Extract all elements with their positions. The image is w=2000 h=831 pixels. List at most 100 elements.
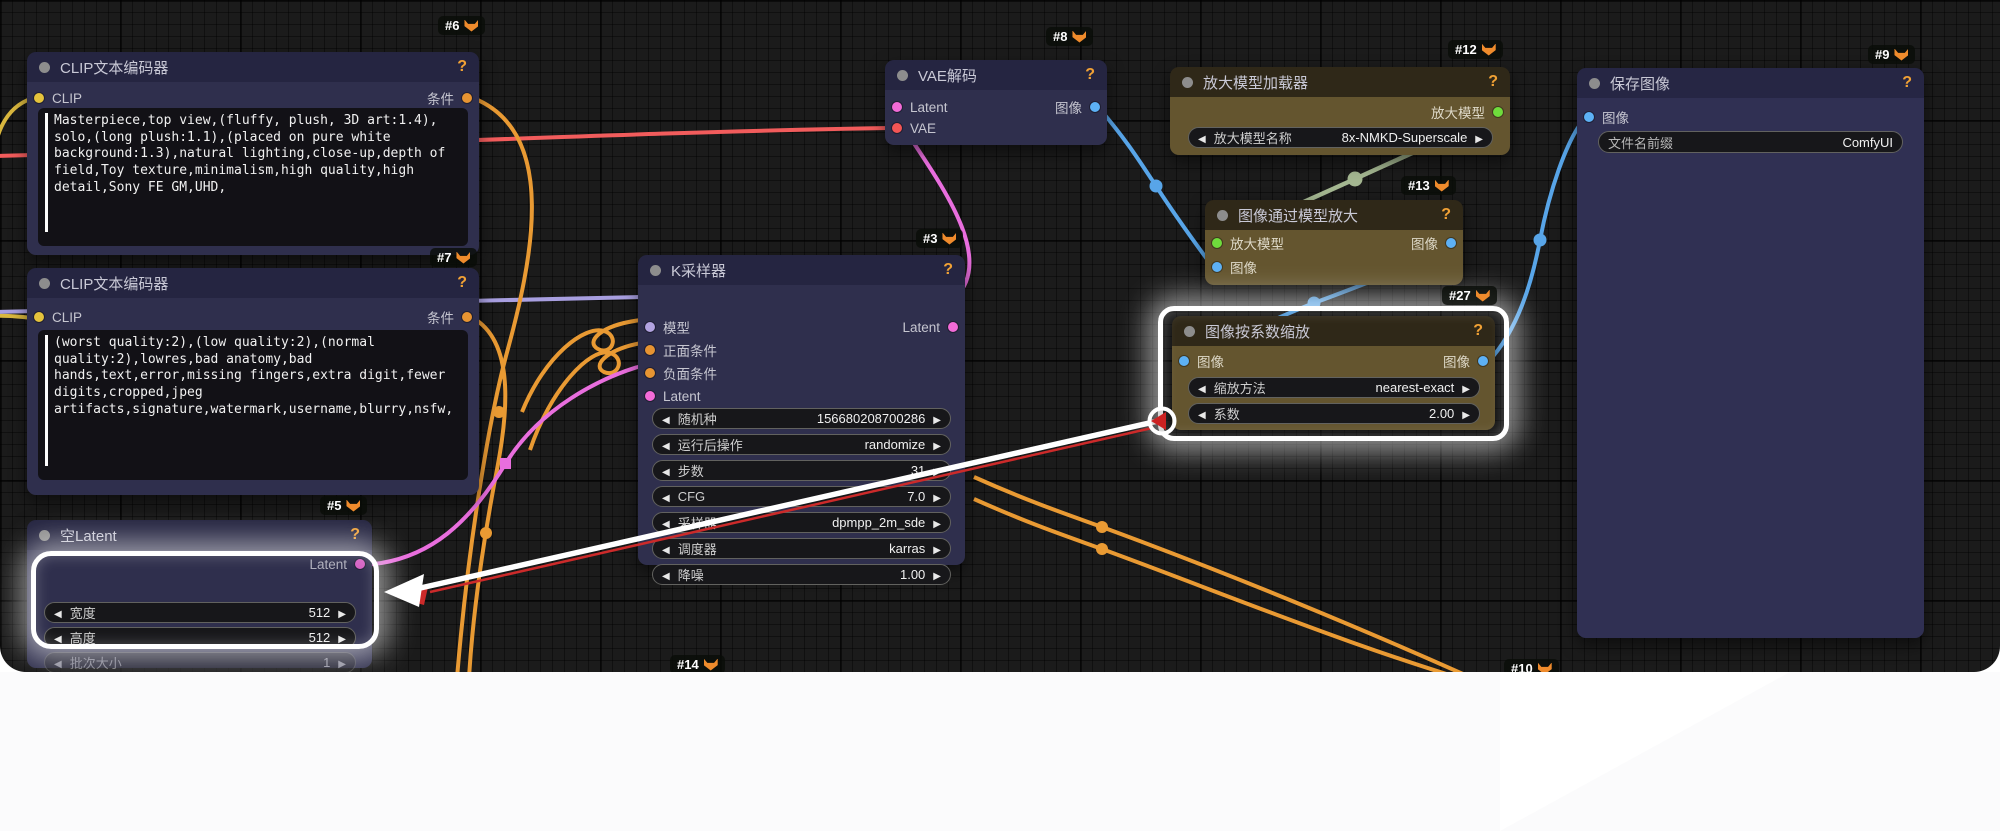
step-right-icon[interactable] bbox=[933, 567, 941, 582]
port-dot-icon[interactable] bbox=[1584, 112, 1594, 122]
port-dot-icon[interactable] bbox=[645, 368, 655, 378]
step-left-icon[interactable] bbox=[662, 437, 670, 452]
help-icon[interactable]: ? bbox=[350, 526, 360, 543]
step-right-icon[interactable] bbox=[1475, 130, 1483, 145]
collapse-dot-icon[interactable] bbox=[39, 277, 50, 289]
width-widget[interactable]: 宽度 512 bbox=[44, 602, 356, 623]
collapse-dot-icon[interactable] bbox=[897, 69, 908, 81]
port-conditioning-output[interactable]: 条件 bbox=[427, 87, 472, 109]
node-ksampler[interactable]: K采样器 ? 模型 正面条件 负面条件 Latent bbox=[638, 255, 965, 585]
collapse-dot-icon[interactable] bbox=[1589, 77, 1600, 89]
port-negative-input[interactable]: 负面条件 bbox=[645, 362, 717, 384]
port-clip-input[interactable]: CLIP bbox=[34, 87, 82, 109]
port-image-output[interactable]: 图像 bbox=[1055, 96, 1100, 118]
port-image-input[interactable]: 图像 bbox=[1584, 106, 1629, 128]
port-latent-output[interactable]: Latent bbox=[902, 316, 958, 338]
help-icon[interactable]: ? bbox=[1488, 73, 1498, 90]
port-image-output[interactable]: 图像 bbox=[1411, 232, 1456, 254]
node-clip-text-encode-positive[interactable]: CLIP文本编码器 ? CLIP 条件 Masterpiece,top view… bbox=[27, 52, 479, 255]
node-title-bar[interactable]: CLIP文本编码器 ? bbox=[27, 268, 479, 298]
step-left-icon[interactable] bbox=[54, 655, 62, 670]
port-dot-icon[interactable] bbox=[1478, 356, 1488, 366]
control-after-generate-widget[interactable]: 运行后操作 randomize bbox=[652, 434, 951, 455]
comfyui-canvas[interactable]: CLIP文本编码器 ? CLIP 条件 Masterpiece,top view… bbox=[0, 0, 2000, 672]
node-save-image[interactable]: 保存图像 ? 图像 文件名前缀 ComfyUI bbox=[1577, 68, 1924, 638]
port-dot-icon[interactable] bbox=[1493, 107, 1503, 117]
port-dot-icon[interactable] bbox=[645, 322, 655, 332]
steps-widget[interactable]: 步数 31 bbox=[652, 460, 951, 481]
port-conditioning-output[interactable]: 条件 bbox=[427, 306, 472, 328]
port-dot-icon[interactable] bbox=[34, 312, 44, 322]
step-left-icon[interactable] bbox=[1198, 130, 1206, 145]
port-dot-icon[interactable] bbox=[892, 123, 902, 133]
help-icon[interactable]: ? bbox=[1085, 66, 1095, 83]
node-image-scale-by[interactable]: 图像按系数缩放 ? 图像 图像 缩放方法 nearest-exact bbox=[1172, 316, 1495, 430]
help-icon[interactable]: ? bbox=[457, 274, 467, 291]
port-dot-icon[interactable] bbox=[645, 391, 655, 401]
collapse-dot-icon[interactable] bbox=[1217, 209, 1228, 221]
port-dot-icon[interactable] bbox=[645, 345, 655, 355]
port-model-input[interactable]: 模型 bbox=[645, 316, 690, 338]
collapse-dot-icon[interactable] bbox=[39, 61, 50, 73]
node-title-bar[interactable]: 图像通过模型放大 ? bbox=[1205, 200, 1463, 230]
help-icon[interactable]: ? bbox=[1441, 206, 1451, 223]
filename-prefix-widget[interactable]: 文件名前缀 ComfyUI bbox=[1598, 131, 1903, 153]
sampler-widget[interactable]: 采样器 dpmpp_2m_sde bbox=[652, 512, 951, 533]
node-title-bar[interactable]: 图像按系数缩放 ? bbox=[1172, 316, 1495, 346]
scale-method-widget[interactable]: 缩放方法 nearest-exact bbox=[1188, 377, 1480, 398]
step-left-icon[interactable] bbox=[662, 463, 670, 478]
collapse-dot-icon[interactable] bbox=[39, 529, 50, 541]
port-clip-input[interactable]: CLIP bbox=[34, 306, 82, 328]
help-icon[interactable]: ? bbox=[943, 261, 953, 278]
step-left-icon[interactable] bbox=[662, 411, 670, 426]
node-title-bar[interactable]: 放大模型加载器 ? bbox=[1170, 67, 1510, 97]
denoise-widget[interactable]: 降噪 1.00 bbox=[652, 564, 951, 585]
node-title-bar[interactable]: 保存图像 ? bbox=[1577, 68, 1924, 98]
step-right-icon[interactable] bbox=[933, 463, 941, 478]
port-image-input[interactable]: 图像 bbox=[1212, 256, 1257, 278]
port-upscale-model-input[interactable]: 放大模型 bbox=[1212, 232, 1284, 254]
node-clip-text-encode-negative[interactable]: CLIP文本编码器 ? CLIP 条件 (worst quality:2),(l… bbox=[27, 268, 479, 495]
port-positive-input[interactable]: 正面条件 bbox=[645, 339, 717, 361]
port-image-input[interactable]: 图像 bbox=[1179, 350, 1224, 372]
port-vae-input[interactable]: VAE bbox=[892, 117, 936, 139]
collapse-dot-icon[interactable] bbox=[1184, 325, 1195, 337]
negative-prompt-textarea[interactable]: (worst quality:2),(low quality:2),(norma… bbox=[38, 330, 468, 480]
port-dot-icon[interactable] bbox=[1212, 238, 1222, 248]
scale-factor-widget[interactable]: 系数 2.00 bbox=[1188, 403, 1480, 424]
node-title-bar[interactable]: CLIP文本编码器 ? bbox=[27, 52, 479, 82]
step-right-icon[interactable] bbox=[933, 489, 941, 504]
port-dot-icon[interactable] bbox=[34, 93, 44, 103]
cfg-widget[interactable]: CFG 7.0 bbox=[652, 486, 951, 507]
batch-size-widget[interactable]: 批次大小 1 bbox=[44, 652, 356, 672]
port-dot-icon[interactable] bbox=[892, 102, 902, 112]
step-right-icon[interactable] bbox=[933, 515, 941, 530]
node-upscale-model-loader[interactable]: 放大模型加载器 ? 放大模型 放大模型名称 8x-NMKD-Superscale bbox=[1170, 67, 1510, 155]
node-upscale-image-using-model[interactable]: 图像通过模型放大 ? 放大模型 图像 图像 bbox=[1205, 200, 1463, 285]
step-left-icon[interactable] bbox=[662, 567, 670, 582]
upscale-model-name-widget[interactable]: 放大模型名称 8x-NMKD-Superscale bbox=[1188, 127, 1493, 148]
port-dot-icon[interactable] bbox=[462, 312, 472, 322]
node-title-bar[interactable]: K采样器 ? bbox=[638, 255, 965, 285]
help-icon[interactable]: ? bbox=[1902, 74, 1912, 91]
node-vae-decode[interactable]: VAE解码 ? Latent VAE 图像 bbox=[885, 60, 1107, 145]
step-left-icon[interactable] bbox=[662, 541, 670, 556]
port-latent-input[interactable]: Latent bbox=[645, 385, 701, 407]
seed-widget[interactable]: 随机种 156680208700286 bbox=[652, 408, 951, 429]
scheduler-widget[interactable]: 调度器 karras bbox=[652, 538, 951, 559]
port-dot-icon[interactable] bbox=[1090, 102, 1100, 112]
step-left-icon[interactable] bbox=[662, 515, 670, 530]
port-latent-input[interactable]: Latent bbox=[892, 96, 948, 118]
node-title-bar[interactable]: 空Latent ? bbox=[27, 520, 372, 550]
help-icon[interactable]: ? bbox=[1473, 322, 1483, 339]
port-image-output[interactable]: 图像 bbox=[1443, 350, 1488, 372]
step-right-icon[interactable] bbox=[933, 437, 941, 452]
help-icon[interactable]: ? bbox=[457, 58, 467, 75]
port-dot-icon[interactable] bbox=[1212, 262, 1222, 272]
port-dot-icon[interactable] bbox=[462, 93, 472, 103]
positive-prompt-textarea[interactable]: Masterpiece,top view,(fluffy, plush, 3D … bbox=[38, 108, 468, 246]
step-right-icon[interactable] bbox=[338, 655, 346, 670]
step-left-icon[interactable] bbox=[662, 489, 670, 504]
node-title-bar[interactable]: VAE解码 ? bbox=[885, 60, 1107, 90]
port-upscale-model-output[interactable]: 放大模型 bbox=[1431, 101, 1503, 123]
